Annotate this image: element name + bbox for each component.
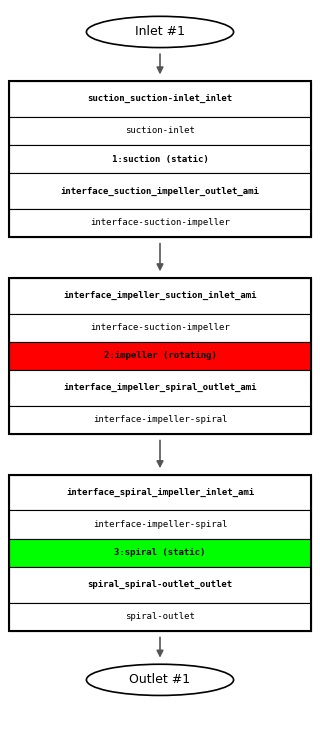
Bar	[9, 81, 311, 117]
Bar	[9, 278, 311, 314]
Bar	[9, 209, 311, 237]
Text: 1:suction (static): 1:suction (static)	[112, 155, 208, 163]
Bar	[9, 603, 311, 631]
Text: 3:spiral (static): 3:spiral (static)	[114, 548, 206, 557]
Text: Inlet #1: Inlet #1	[135, 25, 185, 39]
Bar	[9, 510, 311, 539]
Bar	[9, 117, 311, 145]
Text: interface_suction_impeller_outlet_ami: interface_suction_impeller_outlet_ami	[60, 186, 260, 195]
Bar	[9, 475, 311, 510]
Bar	[9, 145, 311, 173]
Bar	[9, 278, 311, 434]
Text: interface-impeller-spiral: interface-impeller-spiral	[93, 415, 227, 424]
Text: interface-impeller-spiral: interface-impeller-spiral	[93, 520, 227, 529]
Bar	[9, 475, 311, 631]
Text: interface_impeller_suction_inlet_ami: interface_impeller_suction_inlet_ami	[63, 291, 257, 300]
Bar	[9, 81, 311, 237]
Bar	[9, 539, 311, 567]
Text: interface-suction-impeller: interface-suction-impeller	[90, 323, 230, 332]
Text: 2:impeller (rotating): 2:impeller (rotating)	[104, 351, 216, 360]
Text: spiral_spiral-outlet_outlet: spiral_spiral-outlet_outlet	[87, 580, 233, 589]
Text: interface-suction-impeller: interface-suction-impeller	[90, 218, 230, 227]
Bar	[9, 173, 311, 209]
Bar	[9, 406, 311, 434]
Text: suction_suction-inlet_inlet: suction_suction-inlet_inlet	[87, 94, 233, 103]
Bar	[9, 567, 311, 603]
Text: Outlet #1: Outlet #1	[129, 673, 191, 687]
Bar	[9, 314, 311, 342]
Text: interface_impeller_spiral_outlet_ami: interface_impeller_spiral_outlet_ami	[63, 383, 257, 392]
Ellipse shape	[86, 16, 234, 48]
Bar	[9, 370, 311, 406]
Text: spiral-outlet: spiral-outlet	[125, 612, 195, 621]
Ellipse shape	[86, 664, 234, 695]
Bar	[9, 342, 311, 370]
Text: suction-inlet: suction-inlet	[125, 126, 195, 135]
Text: interface_spiral_impeller_inlet_ami: interface_spiral_impeller_inlet_ami	[66, 488, 254, 497]
